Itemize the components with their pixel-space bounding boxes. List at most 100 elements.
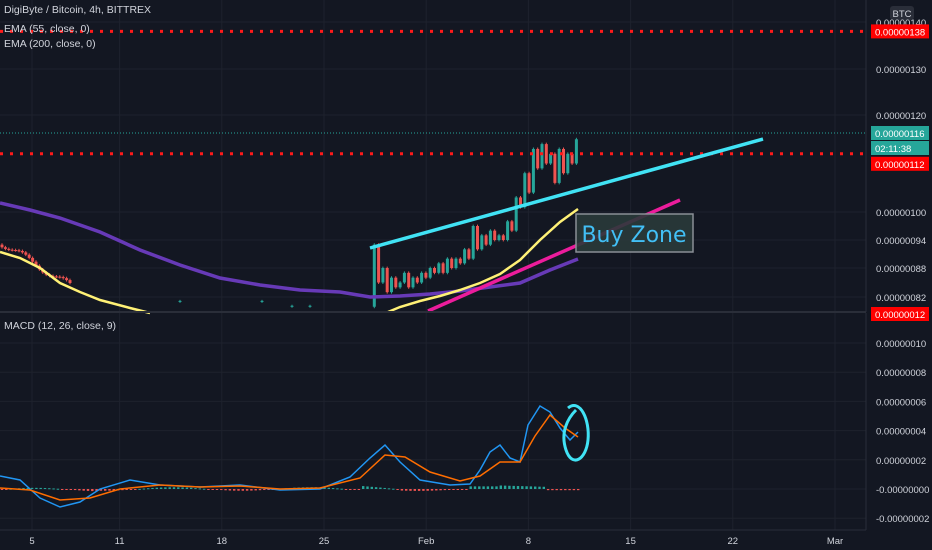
macd-histogram-bar	[491, 486, 494, 489]
macd-legend[interactable]: MACD (12, 26, close, 9)	[4, 320, 117, 332]
candle-body	[501, 235, 505, 240]
ema55-line	[0, 250, 151, 315]
bottom-price-tag: 0.00000012	[875, 310, 925, 321]
macd-histogram-bar	[529, 486, 533, 489]
support-price-tag: 0.00000112	[875, 160, 925, 171]
macd-tick-label: 0.00000008	[876, 368, 926, 379]
macd-histogram-bar	[211, 489, 214, 490]
macd-tick-label: -0.00000000	[876, 485, 929, 496]
macd-histogram-bar	[104, 489, 107, 491]
macd-histogram-bar	[400, 489, 404, 491]
macd-histogram-bar	[95, 489, 98, 492]
time-axis-bg	[0, 530, 932, 550]
macd-axis[interactable]: 0.00000010 0.00000008 0.00000006 0.00000004…	[865, 313, 932, 530]
candle-body	[566, 153, 570, 174]
candle-body	[544, 144, 548, 164]
macd-histogram-bar	[224, 489, 227, 491]
ema200-line	[0, 201, 579, 299]
candle-body	[3, 247, 7, 249]
ema55-line-recent	[387, 207, 579, 314]
currency-badge[interactable]	[890, 6, 914, 20]
grid	[0, 0, 866, 530]
macd-histogram-bar	[30, 487, 34, 489]
resistance-price-tag: 0.00000138	[875, 27, 925, 38]
time-tick-label: 11	[115, 536, 125, 547]
macd-histogram-bar	[82, 489, 85, 491]
candle-body	[24, 252, 28, 255]
candle-body	[58, 276, 62, 278]
macd-histogram-bar	[190, 487, 193, 489]
drawing-annotations[interactable]: Buy Zone	[0, 29, 866, 313]
candle-body	[398, 282, 402, 288]
candle-body	[385, 268, 389, 293]
macd-histogram-bar	[430, 489, 434, 491]
macd-histogram-bar	[357, 489, 361, 490]
candle-body	[411, 277, 415, 288]
candle-body	[441, 263, 445, 273]
macd-histogram-bar	[478, 486, 481, 489]
upper-trendline[interactable]	[369, 137, 764, 250]
candle-body	[553, 153, 557, 183]
macd-histogram-bar	[263, 489, 266, 490]
macd-histogram-bar	[198, 488, 201, 490]
price-tick-label: 0.00000082	[876, 293, 926, 304]
macd-histogram-bar	[241, 489, 244, 491]
price-tick-label: 0.00000100	[876, 208, 926, 219]
candle-body	[536, 148, 540, 169]
macd-histogram-bar	[125, 489, 128, 490]
candle-body	[260, 300, 264, 302]
macd-histogram-bar	[546, 489, 550, 491]
buy-zone-label: Buy Zone	[581, 223, 686, 248]
macd-histogram-bar	[254, 489, 257, 491]
price-tick-label: 0.00000088	[876, 264, 926, 275]
macd-histogram-bar	[435, 489, 438, 491]
time-axis[interactable]: 5 11 18 25 Feb 8 15 22 Mar	[0, 529, 932, 550]
macd-tick-label: -0.00000002	[876, 514, 929, 525]
macd-histogram-bar	[508, 485, 511, 489]
macd-histogram-bar	[99, 489, 103, 491]
candle-body	[290, 305, 294, 307]
symbol-title[interactable]: DigiByte / Bitcoin, 4h, BITTREX	[4, 4, 152, 16]
macd-histogram-bar	[460, 489, 464, 490]
macd-histogram-bar	[172, 487, 176, 489]
macd-histogram-bar	[86, 489, 90, 491]
ema55-legend[interactable]: EMA (55, close, 0)	[4, 23, 90, 35]
macd-histogram-bar	[134, 489, 137, 490]
price-tick-label: 0.00000140	[876, 18, 926, 29]
candle-body	[523, 173, 527, 208]
macd-histogram-bar	[138, 488, 141, 490]
ema200-legend[interactable]: EMA (200, close, 0)	[4, 38, 96, 50]
buy-zone-box[interactable]	[575, 213, 694, 253]
bottom-price-tag-bg	[871, 307, 929, 321]
macd-histogram-bar	[452, 489, 455, 490]
macd-histogram-bar	[233, 489, 236, 491]
ema-lines	[0, 201, 579, 315]
macd-tick-label: 0.00000010	[876, 339, 926, 350]
macd-histogram-bar	[534, 486, 537, 489]
price-tick-label: 0.00000130	[876, 65, 926, 76]
candle-body	[54, 276, 58, 278]
candle-body	[20, 250, 24, 253]
candle-body	[531, 148, 535, 193]
macd-histogram-bar	[568, 489, 571, 491]
candle-body	[562, 148, 565, 174]
macd-histogram-bar	[52, 488, 55, 490]
macd-histogram-bar	[327, 487, 330, 489]
candle-body	[424, 272, 428, 278]
macd-histogram-bar	[185, 487, 189, 489]
support-price-tag-bg	[871, 156, 929, 171]
candle-body	[415, 277, 419, 283]
candle-body	[65, 278, 69, 281]
macd-histogram-bar	[577, 489, 580, 491]
candle-body	[402, 272, 406, 283]
candle-body	[467, 249, 471, 259]
macd-axis-bg	[866, 313, 932, 530]
candle-body	[445, 258, 449, 273]
macd-histogram-bar	[323, 487, 326, 489]
macd-histogram-bar	[121, 489, 124, 491]
macd-histogram-bar	[108, 489, 111, 491]
macd-histogram-bar	[245, 489, 249, 491]
macd-histogram-bar	[512, 485, 515, 489]
